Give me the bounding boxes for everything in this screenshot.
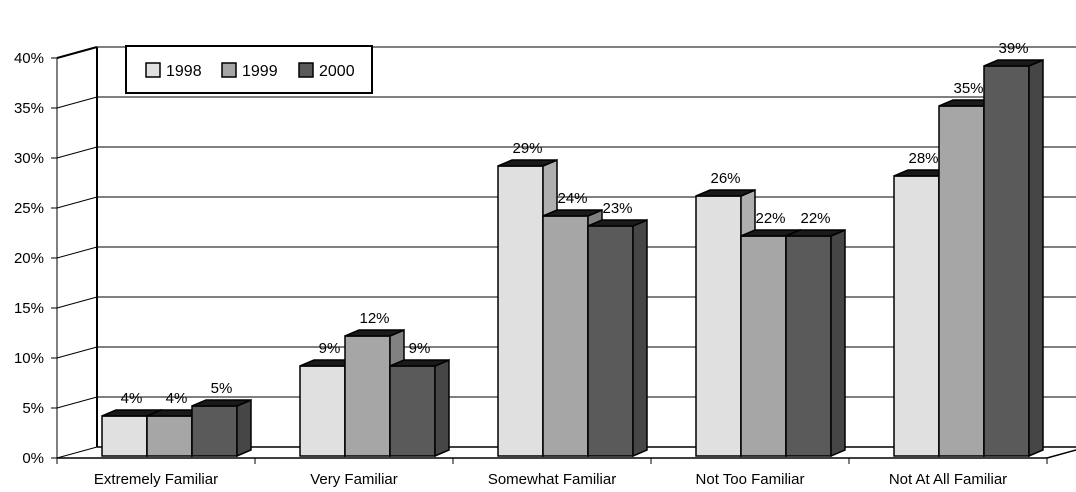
bar-front [146,415,193,457]
x-category-label: Not Too Familiar [696,471,805,488]
bar [785,228,846,458]
side-wall-line [56,346,98,359]
data-labels: 4% 4% 5% 9% 12% 9% 29% 24% 23% 26% 22% 22% 28% 35% 39% [121,40,1029,407]
bar [191,398,252,458]
data-label: 29% [512,140,542,157]
legend: 1998 1999 2000 [125,45,373,94]
bar-front [344,335,391,457]
bar-side [632,218,648,458]
legend-box [125,45,373,94]
bar [587,218,648,458]
bar-front [893,175,940,457]
bar-top [785,229,846,237]
legend-item-2000: 2000 [298,62,355,80]
data-label: 22% [800,210,830,227]
bar [389,358,450,458]
bar-front [389,365,436,457]
bar-front [497,165,544,457]
bars [101,58,1044,458]
legend-label-1999: 1999 [242,63,278,80]
y-tick-label: 10% [14,350,44,367]
bar-top [389,359,450,367]
bar-front [938,105,985,457]
bar-front [101,415,148,457]
bar-side [434,358,450,458]
bar-side [830,228,846,458]
data-label: 9% [409,340,431,357]
data-label: 12% [359,310,389,327]
side-wall-line [56,196,98,209]
bar-top [587,219,648,227]
bar-top [191,399,252,407]
legend-item-1998: 1998 [145,62,202,80]
bar-front [542,215,589,457]
bar [983,58,1044,458]
y-tick-label: 15% [14,300,44,317]
side-wall-line [56,396,98,409]
y-tick-label: 20% [14,250,44,267]
x-category-label: Very Familiar [310,471,398,488]
legend-swatch-1998 [145,62,161,78]
bar-front [983,65,1030,457]
side-wall-line [56,446,98,459]
side-wall-line [56,246,98,259]
bar-front [299,365,346,457]
legend-label-2000: 2000 [319,63,355,80]
bar-top [983,59,1044,67]
y-tick-label: 30% [14,150,44,167]
wall-top-edge [56,46,98,59]
bar-top [542,209,603,217]
side-wall-line [56,146,98,159]
floor-right-edge [1046,449,1076,459]
data-label: 22% [755,210,785,227]
x-category-label: Not At All Familiar [889,471,1007,488]
y-tick-label: 0% [22,450,44,467]
side-wall-line [56,296,98,309]
data-label: 28% [908,150,938,167]
x-category-label: Extremely Familiar [94,471,218,488]
legend-swatch-1999 [221,62,237,78]
data-label: 4% [166,390,188,407]
y-axis-ticks: 0% 5% 10% 15% 20% 25% 30% 35% 40% [14,50,57,467]
bar-front [587,225,634,457]
bar-top [344,329,405,337]
bar-side [236,398,252,458]
side-wall-line [56,96,98,109]
bar-front [740,235,787,457]
bar-front [785,235,832,457]
bar-top [695,189,756,197]
y-tick-label: 35% [14,100,44,117]
bar-top [497,159,558,167]
y-tick-label: 25% [14,200,44,217]
bar-side [1028,58,1044,458]
y-tick-label: 40% [14,50,44,67]
legend-label-1998: 1998 [166,63,202,80]
x-category-label: Somewhat Familiar [488,471,616,488]
bar-front [191,405,238,457]
data-label: 23% [602,200,632,217]
data-label: 4% [121,390,143,407]
x-axis-categories: Extremely Familiar Very Familiar Somewhat … [56,458,1048,488]
legend-swatch-2000 [298,62,314,78]
data-label: 24% [557,190,587,207]
data-label: 35% [953,80,983,97]
bar-front [695,195,742,457]
data-label: 39% [998,40,1028,57]
y-tick-label: 5% [22,400,44,417]
legend-item-1999: 1999 [221,62,278,80]
data-label: 9% [319,340,341,357]
data-label: 26% [710,170,740,187]
data-label: 5% [211,380,233,397]
